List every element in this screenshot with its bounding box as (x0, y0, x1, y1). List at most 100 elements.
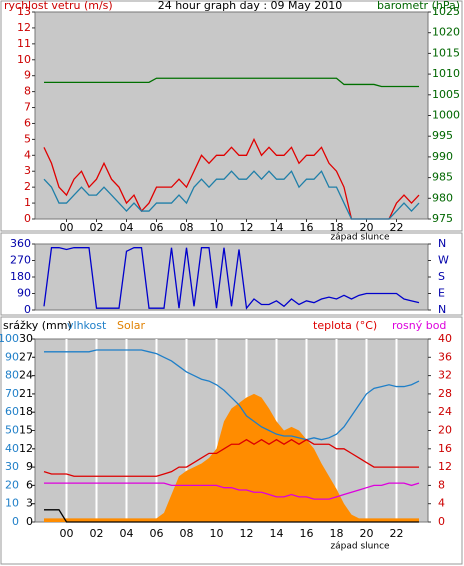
line (43, 170, 420, 220)
y-tick-label: 7 (24, 101, 31, 114)
x-tick-label: 02 (90, 527, 104, 540)
y3-tick-label: 27 (19, 350, 33, 363)
annotation: západ slunce (330, 542, 390, 552)
x-tick-label: 06 (150, 221, 164, 234)
y3-tick-label: 24 (19, 369, 33, 382)
y2-tick-label: W (438, 254, 449, 267)
x-tick-label: 16 (300, 221, 314, 234)
y2-tick-label: 24 (438, 405, 452, 418)
line (43, 247, 420, 310)
legend-entry: vlhkost (67, 319, 107, 332)
y2-tick-label: 975 (432, 212, 453, 225)
x-tick-label: 22 (390, 221, 404, 234)
y2-tick-label: 1025 (432, 5, 460, 18)
x-tick-label: 12 (240, 527, 254, 540)
legend-entry: teplota (°C) (313, 319, 377, 332)
legend-entry: srážky (mm) (3, 319, 72, 332)
y-tick-label: 9 (24, 69, 31, 82)
y-tick-label: 10 (17, 53, 31, 66)
x-tick-label: 16 (300, 527, 314, 540)
y3-tick-label: 3 (26, 497, 33, 510)
y-tick-label: 50 (5, 424, 19, 437)
x-tick-label: 18 (330, 527, 344, 540)
y-tick-label: 40 (5, 442, 19, 455)
y-tick-label: 20 (5, 478, 19, 491)
y2-tick-label: E (438, 287, 445, 300)
y2-tick-label: 990 (432, 150, 453, 163)
y-tick-label: 0 (12, 515, 19, 528)
y2-tick-label: 980 (432, 191, 453, 204)
x-tick-label: 04 (120, 221, 134, 234)
line (44, 509, 419, 523)
y2-tick-label: 1015 (432, 46, 460, 59)
x-tick-label: 22 (390, 527, 404, 540)
y-tick-label: 11 (17, 37, 31, 50)
y2-tick-label: 32 (438, 369, 452, 382)
x-tick-label: 08 (180, 527, 194, 540)
y-tick-label: 13 (17, 5, 31, 18)
panel-frame (0, 232, 463, 316)
y2-tick-label: S (438, 270, 445, 283)
y-tick-label: 4 (24, 148, 31, 161)
x-tick-label: 06 (150, 527, 164, 540)
y-tick-label: 60 (5, 405, 19, 418)
line (44, 349, 420, 441)
y2-tick-label: 995 (432, 129, 453, 142)
y3-tick-label: 15 (19, 424, 33, 437)
y-tick-label: 70 (5, 387, 19, 400)
y2-tick-label: 1000 (432, 109, 460, 122)
x-tick-label: 04 (120, 527, 134, 540)
y-tick-label: 1 (24, 196, 31, 209)
y-tick-label: 90 (5, 350, 19, 363)
legend-entry: rosný bod (392, 319, 446, 332)
x-tick-label: 18 (330, 221, 344, 234)
y3-tick-label: 21 (19, 387, 33, 400)
y3-tick-label: 6 (26, 478, 33, 491)
y2-tick-label: 0 (438, 515, 445, 528)
y2-tick-label: 20 (438, 424, 452, 437)
x-tick-label: 00 (60, 527, 74, 540)
legend-entry: Solar (117, 319, 146, 332)
y3-tick-label: 30 (19, 332, 33, 345)
y-tick-label: 90 (17, 287, 31, 300)
y2-tick-label: 985 (432, 171, 453, 184)
y2-tick-label: 1010 (432, 67, 460, 80)
x-tick-label: 08 (180, 221, 194, 234)
x-tick-label: 14 (270, 221, 284, 234)
x-tick-label: 12 (240, 221, 254, 234)
x-tick-label: 10 (210, 527, 224, 540)
y-axis-label: rychlost vetru (m/s) (4, 0, 113, 12)
plot-area (34, 11, 429, 220)
y-tick-label: 2 (24, 180, 31, 193)
y-tick-label: 10 (5, 497, 19, 510)
panel-frame (0, 316, 463, 565)
x-tick-label: 00 (60, 221, 74, 234)
x-tick-label: 20 (360, 221, 374, 234)
area (44, 393, 419, 522)
y-tick-label: 0 (24, 303, 31, 316)
y-tick-label: 100 (0, 332, 19, 345)
y3-tick-label: 12 (19, 442, 33, 455)
y-tick-label: 270 (10, 254, 31, 267)
x-tick-label: 10 (210, 221, 224, 234)
y-tick-label: 180 (10, 270, 31, 283)
y2-tick-label: 40 (438, 332, 452, 345)
x-tick-label: 20 (360, 527, 374, 540)
y-tick-label: 5 (24, 132, 31, 145)
y3-tick-label: 9 (26, 460, 33, 473)
x-tick-label: 14 (270, 527, 284, 540)
y-tick-label: 80 (5, 369, 19, 382)
y3-tick-label: 0 (26, 515, 33, 528)
x-tick-label: 02 (90, 221, 104, 234)
y-tick-label: 360 (10, 237, 31, 250)
y2-tick-label: 12 (438, 460, 452, 473)
y-tick-label: 8 (24, 85, 31, 98)
y2-tick-label: 16 (438, 442, 452, 455)
y3-tick-label: 18 (19, 405, 33, 418)
line (44, 482, 420, 500)
y2-tick-label: 4 (438, 497, 445, 510)
y2-tick-label: 8 (438, 478, 445, 491)
y2-tick-label: 36 (438, 350, 452, 363)
y-tick-label: 30 (5, 460, 19, 473)
